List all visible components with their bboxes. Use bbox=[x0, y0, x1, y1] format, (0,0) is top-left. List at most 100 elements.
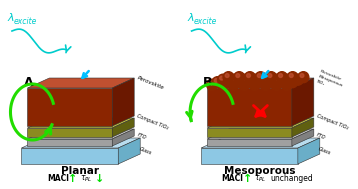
Text: A: A bbox=[24, 76, 33, 89]
Circle shape bbox=[239, 74, 250, 85]
Polygon shape bbox=[292, 78, 314, 126]
Circle shape bbox=[217, 79, 228, 90]
Circle shape bbox=[245, 72, 255, 83]
Text: ↑: ↑ bbox=[242, 174, 252, 184]
Circle shape bbox=[287, 77, 298, 88]
Circle shape bbox=[246, 79, 250, 82]
Text: ↓: ↓ bbox=[95, 174, 104, 184]
Circle shape bbox=[223, 72, 234, 83]
Polygon shape bbox=[292, 118, 314, 137]
Circle shape bbox=[271, 74, 282, 85]
Circle shape bbox=[233, 77, 245, 88]
Circle shape bbox=[298, 72, 309, 83]
Polygon shape bbox=[207, 139, 292, 146]
Circle shape bbox=[281, 79, 292, 90]
Circle shape bbox=[250, 74, 261, 85]
Circle shape bbox=[228, 79, 239, 90]
Text: $\lambda$: $\lambda$ bbox=[7, 11, 15, 23]
Polygon shape bbox=[21, 138, 140, 148]
Text: $\lambda$: $\lambda$ bbox=[187, 11, 194, 23]
Circle shape bbox=[273, 81, 277, 85]
Circle shape bbox=[241, 76, 245, 80]
Circle shape bbox=[228, 74, 239, 85]
Circle shape bbox=[252, 76, 256, 80]
Circle shape bbox=[271, 79, 282, 90]
Polygon shape bbox=[298, 138, 320, 164]
Circle shape bbox=[260, 79, 271, 90]
Circle shape bbox=[249, 79, 260, 90]
Text: Mesoporous: Mesoporous bbox=[224, 166, 295, 176]
Circle shape bbox=[295, 76, 299, 80]
Text: Compact TiO₂: Compact TiO₂ bbox=[136, 113, 169, 131]
Text: excite: excite bbox=[14, 17, 37, 26]
Polygon shape bbox=[207, 118, 314, 128]
Circle shape bbox=[255, 77, 266, 88]
Circle shape bbox=[214, 79, 218, 82]
Text: $\tau_{PL}$: $\tau_{PL}$ bbox=[80, 174, 92, 184]
Circle shape bbox=[255, 72, 266, 83]
Circle shape bbox=[266, 77, 276, 88]
Text: Perovskite
Mesoporous
TiO₂: Perovskite Mesoporous TiO₂ bbox=[316, 70, 345, 92]
Circle shape bbox=[257, 79, 261, 82]
Circle shape bbox=[257, 74, 261, 77]
Text: excite: excite bbox=[194, 17, 217, 26]
Circle shape bbox=[239, 79, 250, 90]
Text: Compact TiO₂: Compact TiO₂ bbox=[316, 113, 349, 131]
Polygon shape bbox=[21, 148, 118, 164]
Polygon shape bbox=[118, 138, 140, 164]
Circle shape bbox=[234, 72, 245, 83]
Circle shape bbox=[225, 74, 229, 77]
Polygon shape bbox=[207, 88, 292, 126]
Circle shape bbox=[266, 72, 277, 83]
Circle shape bbox=[244, 77, 255, 88]
Circle shape bbox=[219, 81, 223, 85]
Circle shape bbox=[279, 79, 282, 82]
Circle shape bbox=[268, 74, 272, 77]
Circle shape bbox=[284, 81, 287, 85]
Circle shape bbox=[236, 79, 240, 82]
Text: Glass: Glass bbox=[138, 146, 152, 156]
Polygon shape bbox=[28, 88, 112, 126]
Text: B: B bbox=[203, 76, 213, 89]
Circle shape bbox=[252, 81, 255, 85]
Polygon shape bbox=[28, 78, 134, 88]
Circle shape bbox=[282, 74, 292, 85]
Circle shape bbox=[220, 76, 223, 80]
Circle shape bbox=[300, 74, 304, 77]
Circle shape bbox=[276, 77, 287, 88]
Polygon shape bbox=[112, 129, 134, 146]
Polygon shape bbox=[112, 78, 134, 126]
Text: FTO: FTO bbox=[136, 132, 147, 141]
Circle shape bbox=[212, 77, 223, 88]
Circle shape bbox=[241, 81, 245, 85]
Circle shape bbox=[262, 76, 266, 80]
Circle shape bbox=[284, 76, 288, 80]
Circle shape bbox=[223, 77, 234, 88]
Text: Planar: Planar bbox=[61, 166, 99, 176]
Circle shape bbox=[262, 81, 266, 85]
Polygon shape bbox=[28, 139, 112, 146]
Polygon shape bbox=[292, 129, 314, 146]
Circle shape bbox=[287, 72, 298, 83]
Polygon shape bbox=[28, 129, 134, 139]
Circle shape bbox=[209, 81, 213, 85]
Circle shape bbox=[289, 79, 293, 82]
Polygon shape bbox=[201, 148, 298, 164]
Polygon shape bbox=[207, 78, 314, 88]
Text: Perovskite: Perovskite bbox=[136, 75, 165, 91]
Text: Glass: Glass bbox=[318, 146, 332, 156]
Circle shape bbox=[289, 74, 293, 77]
Polygon shape bbox=[201, 138, 320, 148]
Circle shape bbox=[273, 76, 277, 80]
Circle shape bbox=[207, 79, 218, 90]
Circle shape bbox=[218, 74, 228, 85]
Polygon shape bbox=[207, 128, 292, 137]
Circle shape bbox=[231, 76, 234, 80]
Circle shape bbox=[292, 74, 303, 85]
Text: FTO: FTO bbox=[316, 132, 326, 141]
Text: MACl: MACl bbox=[222, 174, 243, 183]
Text: MACl: MACl bbox=[47, 174, 69, 183]
Polygon shape bbox=[28, 128, 112, 137]
Polygon shape bbox=[28, 118, 134, 128]
Circle shape bbox=[276, 72, 287, 83]
